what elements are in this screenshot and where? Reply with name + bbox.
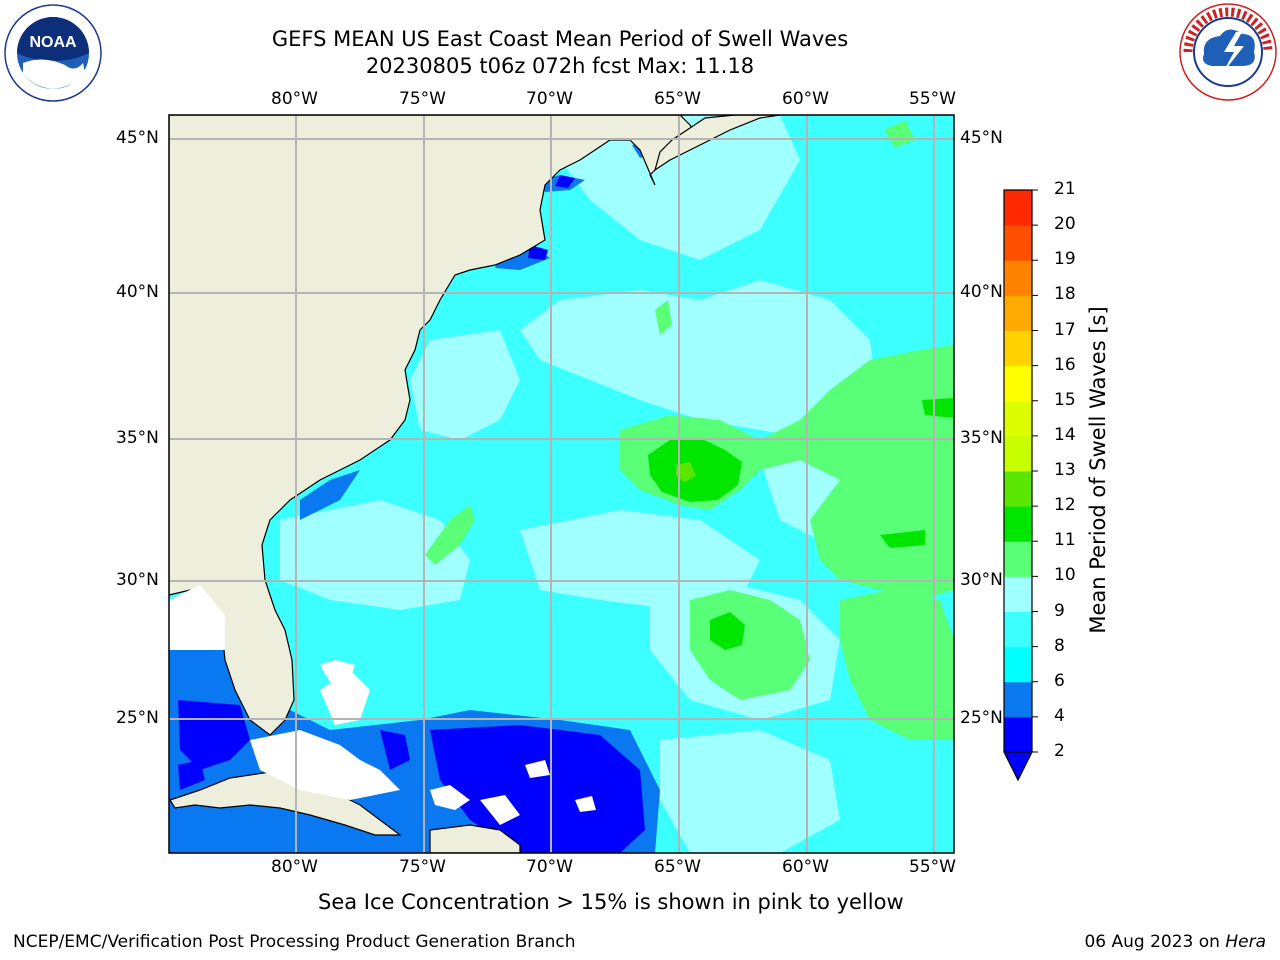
graticule bbox=[169, 115, 954, 853]
lat-label-right: 45°N bbox=[960, 128, 1003, 148]
lon-label-top: 75°W bbox=[399, 89, 446, 109]
colorbar-tick-label: 12 bbox=[1054, 495, 1076, 516]
colorbar-tick-label: 8 bbox=[1054, 635, 1065, 656]
colorbar-tick-label: 6 bbox=[1054, 670, 1065, 691]
lon-label-bottom: 55°W bbox=[909, 857, 956, 877]
lon-label-top: 65°W bbox=[654, 89, 701, 109]
credit-host: Hera bbox=[1225, 932, 1266, 952]
lon-label-bottom: 75°W bbox=[399, 857, 446, 877]
lon-label-top: 80°W bbox=[271, 89, 318, 109]
colorbar-tick-label: 2 bbox=[1054, 741, 1065, 761]
land-hispaniola bbox=[429, 824, 521, 853]
colorbar-segment bbox=[1004, 646, 1032, 683]
colorbar-segment bbox=[1004, 295, 1032, 331]
colorbar-tick-label: 17 bbox=[1054, 319, 1076, 340]
colorbar-tick-label: 18 bbox=[1054, 284, 1076, 305]
noaa-logo-text: NOAA bbox=[29, 34, 77, 51]
lat-label-right: 25°N bbox=[960, 708, 1003, 728]
swell-8-9s-zones bbox=[280, 115, 880, 853]
lon-label-bottom: 80°W bbox=[271, 857, 318, 877]
noaa-logo: NOAA bbox=[3, 3, 103, 107]
lat-label-left: 35°N bbox=[116, 428, 159, 448]
colorbar-segment bbox=[1004, 225, 1032, 261]
map-title: GEFS MEAN US East Coast Mean Period of S… bbox=[271, 27, 849, 51]
colorbar-tick-label: 13 bbox=[1054, 460, 1076, 480]
colorbar-segment bbox=[1004, 576, 1032, 612]
colorbar-tick-label: 21 bbox=[1054, 179, 1076, 199]
land-cuba bbox=[169, 771, 402, 836]
swell-10-11s-peak bbox=[648, 398, 954, 650]
lat-label-left: 25°N bbox=[116, 708, 159, 728]
swell-under-2s-zones bbox=[172, 175, 645, 853]
bahamas-missing-data bbox=[250, 660, 596, 825]
colorbar-segment bbox=[1004, 435, 1032, 472]
colorbar-tick-label: 9 bbox=[1054, 600, 1065, 621]
nws-logo bbox=[1178, 2, 1278, 106]
lat-label-right: 35°N bbox=[960, 428, 1003, 448]
map-subtitle: 20230805 t06z 072h fcst Max: 11.18 bbox=[365, 54, 755, 78]
map-frame bbox=[168, 114, 955, 854]
colorbar-under-arrow bbox=[1003, 751, 1033, 782]
colorbar bbox=[1003, 189, 1038, 782]
colorbar-segment bbox=[1004, 400, 1032, 437]
florida-keys-missing-data bbox=[169, 585, 225, 650]
lon-label-bottom: 65°W bbox=[654, 857, 701, 877]
lon-label-top: 55°W bbox=[909, 89, 956, 109]
lat-label-left: 40°N bbox=[116, 282, 159, 302]
credit-date: 06 Aug 2023 on Hera bbox=[1084, 932, 1266, 952]
colorbar-segment bbox=[1004, 681, 1032, 718]
lon-label-top: 70°W bbox=[526, 89, 573, 109]
colorbar-segment bbox=[1004, 330, 1032, 367]
colorbar-segment bbox=[1004, 260, 1032, 296]
colorbar-tick-label: 4 bbox=[1054, 705, 1065, 726]
credit-branch: NCEP/EMC/Verification Post Processing Pr… bbox=[13, 932, 576, 952]
credit-date-text: 06 Aug 2023 on bbox=[1084, 932, 1220, 952]
colorbar-tick-label: 16 bbox=[1054, 354, 1076, 375]
lon-label-bottom: 70°W bbox=[526, 857, 573, 877]
lat-label-left: 45°N bbox=[116, 128, 159, 148]
lon-label-bottom: 60°W bbox=[782, 857, 829, 877]
colorbar-segment bbox=[1004, 611, 1032, 648]
lat-label-right: 40°N bbox=[960, 282, 1003, 302]
colorbar-tick-label: 14 bbox=[1054, 424, 1076, 445]
colorbar-label: Mean Period of Swell Waves [s] bbox=[1086, 306, 1110, 634]
colorbar-tick-label: 10 bbox=[1054, 565, 1076, 586]
colorbar-segment bbox=[1004, 471, 1032, 507]
colorbar-segment bbox=[1004, 506, 1032, 542]
land-us-east-coast bbox=[169, 115, 701, 736]
lat-label-right: 30°N bbox=[960, 570, 1003, 590]
colorbar-segment bbox=[1004, 716, 1032, 753]
colorbar-tick-label: 15 bbox=[1054, 389, 1076, 410]
lon-label-top: 60°W bbox=[782, 89, 829, 109]
colorbar-segment bbox=[1004, 541, 1032, 577]
colorbar-tick-label: 19 bbox=[1054, 249, 1076, 270]
colorbar-tick-label: 11 bbox=[1054, 530, 1076, 551]
colorbar-tick-label: 20 bbox=[1054, 214, 1076, 235]
colorbar-segment bbox=[1004, 365, 1032, 402]
swell-max-cell bbox=[676, 462, 696, 482]
colorbar-segment bbox=[1004, 190, 1032, 226]
sea-ice-note: Sea Ice Concentration > 15% is shown in … bbox=[318, 890, 904, 914]
lat-label-left: 30°N bbox=[116, 570, 159, 590]
